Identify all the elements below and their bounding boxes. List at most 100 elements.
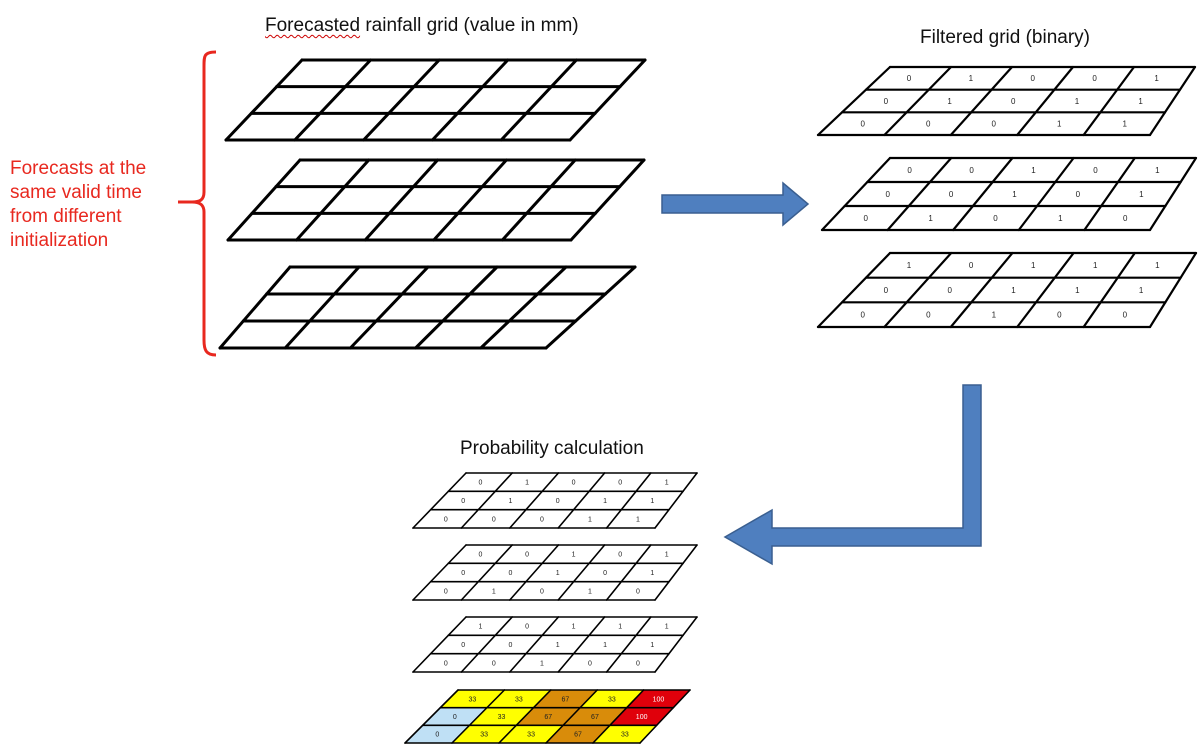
grid-cell [448, 473, 513, 492]
grid-line [1148, 251, 1198, 329]
cell-value: 1 [1155, 261, 1160, 270]
grid-cell [285, 321, 377, 348]
cell-value: 1 [1154, 74, 1159, 83]
grid-cell [1054, 67, 1134, 90]
grid-cell [1100, 277, 1181, 303]
grid-cell [502, 213, 596, 240]
grid-line [412, 544, 467, 601]
grid-cell [818, 302, 907, 327]
cell-value: 1 [540, 660, 544, 667]
grid-cell [228, 213, 321, 240]
grid-line [295, 158, 371, 242]
cell-value: 1 [603, 642, 607, 649]
grid-cell [495, 545, 559, 564]
grid-cell [950, 302, 1036, 327]
grid-cell [589, 473, 651, 492]
cell-value: 0 [478, 480, 482, 487]
grid-line [654, 472, 698, 529]
grid-cell [452, 725, 517, 743]
cell-value: 0 [453, 714, 457, 721]
grid-cell [636, 473, 697, 492]
cell-value: 0 [603, 570, 607, 577]
grid-cell [1084, 206, 1166, 230]
grid-cell [844, 182, 930, 206]
grid-line [412, 616, 467, 673]
cell-value: 0 [461, 642, 465, 649]
grid-line [949, 65, 1014, 137]
grid-line [639, 689, 691, 744]
cell-value: 67 [591, 714, 599, 721]
cell-value: 0 [949, 190, 954, 199]
cell-value: 1 [588, 516, 592, 523]
grid-cell [621, 635, 683, 654]
cell-value: 0 [435, 732, 439, 739]
grid-cell [442, 294, 538, 321]
grid-cell [1055, 158, 1135, 182]
probability-result-grid: 33 33 67 33 100 0 33 67 67 100 0 33 33 67 33 [404, 689, 691, 744]
grid-cell [558, 581, 622, 600]
cell-value: 1 [650, 498, 654, 505]
grid-cell [1037, 182, 1118, 206]
cell-value: 0 [861, 310, 866, 319]
grid-cell [928, 253, 1013, 278]
cell-value: 0 [572, 480, 576, 487]
cell-value: 0 [525, 552, 529, 559]
arrow-right [661, 181, 810, 227]
grid-cell [573, 563, 637, 582]
grid-cell [526, 563, 590, 582]
grid-cell [867, 158, 952, 182]
grid-cell [866, 253, 952, 278]
grid-cell [413, 160, 507, 187]
grid-line [816, 251, 892, 329]
cell-value: 0 [1011, 97, 1016, 106]
grid-cell [469, 707, 534, 726]
grid-cell [478, 491, 543, 510]
grid-cell [458, 186, 551, 214]
cell-value: 1 [969, 74, 974, 83]
grid-cell [448, 545, 513, 564]
grid-line [820, 156, 892, 232]
probability-input-grid-1: 0 1 0 0 1 0 1 0 1 1 0 0 0 1 1 [412, 472, 698, 529]
cell-value: 0 [461, 570, 465, 577]
grid-line [293, 58, 373, 142]
grid-cell [405, 725, 470, 743]
cell-value: 0 [618, 480, 622, 487]
grid-line [432, 158, 508, 242]
grid-line [654, 616, 698, 673]
grid-cell [991, 253, 1074, 278]
forecast-bracket [178, 50, 217, 357]
grid-cell [558, 653, 622, 672]
grid-cell [842, 89, 929, 113]
cell-value: 1 [1031, 261, 1036, 270]
grid-cell [389, 186, 483, 214]
side-label-line: Forecasts at the [10, 158, 147, 179]
grid-cell [266, 267, 359, 294]
cell-value: 0 [926, 310, 931, 319]
grid-cell [1100, 89, 1180, 113]
grid-cell [509, 581, 574, 600]
cell-value: 1 [1011, 286, 1016, 295]
grid-cell [636, 545, 697, 564]
grid-line [362, 58, 441, 142]
grid-cell [1035, 89, 1118, 113]
cell-value: 0 [540, 588, 544, 595]
cell-value: 100 [653, 696, 665, 703]
grid-cell [486, 690, 551, 708]
grid-cell [363, 113, 458, 140]
grid-line [545, 689, 599, 744]
grid-cell [501, 113, 595, 140]
grid-cell [1083, 302, 1166, 327]
grid-cell [516, 707, 581, 726]
cell-value: 1 [665, 480, 669, 487]
cell-value: 1 [1138, 97, 1143, 106]
grid-line [412, 472, 467, 529]
forecast-grid-2 [226, 158, 646, 242]
grid-line [654, 544, 698, 601]
grid-cell [320, 86, 414, 114]
cell-value: 0 [636, 660, 640, 667]
grid-cell [365, 213, 458, 240]
grid-line [404, 689, 459, 744]
grid-cell [609, 707, 674, 726]
grid-cell [276, 160, 369, 187]
